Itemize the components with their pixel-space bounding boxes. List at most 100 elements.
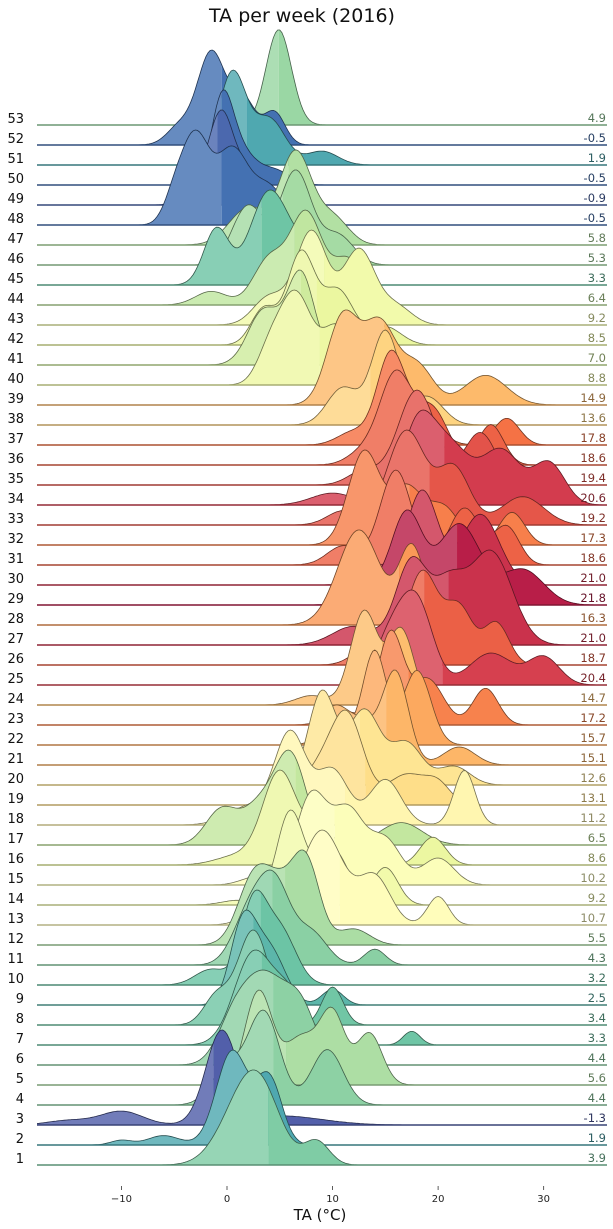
week-label-46: 46 [7,252,24,267]
ridge-outline-week-53 [37,29,607,126]
week-label-52: 52 [7,132,24,147]
week-label-28: 28 [7,612,24,627]
mean-label-week-49: -0.9 [584,191,606,205]
week-label-42: 42 [7,332,24,347]
week-label-11: 11 [7,952,24,967]
mean-label-week-22: 15.7 [580,731,606,745]
x-tick-label-10: 10 [326,1194,339,1205]
mean-label-week-43: 9.2 [588,311,606,325]
mean-label-week-40: 8.8 [588,371,606,385]
mean-label-week-1: 3.9 [588,1151,606,1165]
x-axis: −10 0 10 20 30 [111,1186,550,1205]
mean-label-week-35: 19.4 [580,471,606,485]
week-label-50: 50 [7,172,24,187]
week-label-9: 9 [16,992,24,1007]
mean-label-week-9: 2.5 [588,991,606,1005]
week-label-31: 31 [7,552,24,567]
mean-label-week-20: 12.6 [580,771,606,785]
week-label-36: 36 [7,452,24,467]
week-label-19: 19 [7,792,24,807]
ridge-fill-above-mean-week-53 [278,30,607,125]
week-label-34: 34 [7,492,24,507]
mean-label-week-29: 21.8 [580,591,606,605]
mean-label-week-10: 3.2 [588,971,606,985]
week-label-38: 38 [7,412,24,427]
week-label-32: 32 [7,532,24,547]
week-label-2: 2 [16,1132,24,1147]
ridge-week-52: 52 -0.5 [7,49,607,147]
mean-label-week-47: 5.8 [588,231,606,245]
mean-label-week-14: 9.2 [588,891,606,905]
mean-label-week-44: 6.4 [588,291,606,305]
week-label-39: 39 [7,392,24,407]
week-label-51: 51 [7,152,24,167]
mean-label-week-51: 1.9 [588,151,606,165]
mean-label-week-3: -1.3 [584,1111,606,1125]
ridge-fill-below-mean-week-3 [37,1030,214,1125]
mean-label-week-5: 5.6 [588,1071,606,1085]
week-label-24: 24 [7,692,24,707]
week-label-40: 40 [7,372,24,387]
x-tick-label-30: 30 [537,1194,550,1205]
mean-label-week-18: 11.2 [580,811,606,825]
mean-label-week-28: 16.3 [580,611,606,625]
week-label-20: 20 [7,772,24,787]
x-axis-label: TA (°C) [293,1206,347,1224]
mean-label-week-2: 1.9 [588,1131,606,1145]
week-label-41: 41 [7,352,24,367]
chart-title: TA per week (2016) [208,5,395,27]
mean-label-week-19: 13.1 [580,791,606,805]
week-label-22: 22 [7,732,24,747]
mean-label-week-32: 17.3 [580,531,606,545]
mean-label-week-50: -0.5 [584,171,606,185]
week-label-27: 27 [7,632,24,647]
mean-label-week-25: 20.4 [580,671,606,685]
mean-label-week-21: 15.1 [580,751,606,765]
week-label-13: 13 [7,912,24,927]
mean-label-week-53: 4.9 [588,111,606,125]
mean-label-week-34: 20.6 [580,491,606,505]
week-label-29: 29 [7,592,24,607]
mean-label-week-17: 6.5 [588,831,606,845]
week-label-23: 23 [7,712,24,727]
mean-label-week-31: 18.6 [580,551,606,565]
mean-label-week-6: 4.4 [588,1051,606,1065]
week-label-35: 35 [7,472,24,487]
x-tick-label--10: −10 [111,1194,132,1205]
mean-label-week-36: 18.6 [580,451,606,465]
week-label-3: 3 [16,1112,24,1127]
week-label-6: 6 [16,1052,24,1067]
week-label-8: 8 [16,1012,24,1027]
week-label-47: 47 [7,232,24,247]
mean-label-week-7: 3.3 [588,1031,606,1045]
ridge-week-53: 53 4.9 [7,29,607,127]
mean-label-week-23: 17.2 [580,711,606,725]
week-label-14: 14 [7,892,24,907]
week-label-43: 43 [7,312,24,327]
mean-label-week-12: 5.5 [588,931,606,945]
ridge-fill-below-mean-week-48 [37,130,222,225]
mean-label-week-16: 8.6 [588,851,606,865]
mean-label-week-24: 14.7 [580,691,606,705]
week-label-49: 49 [7,192,24,207]
mean-label-week-48: -0.5 [584,211,606,225]
mean-label-week-52: -0.5 [584,131,606,145]
week-label-17: 17 [7,832,24,847]
mean-label-week-42: 8.5 [588,331,606,345]
x-tick-label-20: 20 [432,1194,445,1205]
week-label-16: 16 [7,852,24,867]
week-label-1: 1 [16,1152,24,1167]
week-label-15: 15 [7,872,24,887]
week-label-5: 5 [16,1072,24,1087]
mean-label-week-11: 4.3 [588,951,606,965]
week-label-44: 44 [7,292,24,307]
mean-label-week-33: 19.2 [580,511,606,525]
mean-label-week-39: 14.9 [580,391,606,405]
week-label-4: 4 [16,1092,24,1107]
week-label-7: 7 [16,1032,24,1047]
mean-label-week-38: 13.6 [580,411,606,425]
week-label-33: 33 [7,512,24,527]
week-label-12: 12 [7,932,24,947]
week-label-25: 25 [7,672,24,687]
